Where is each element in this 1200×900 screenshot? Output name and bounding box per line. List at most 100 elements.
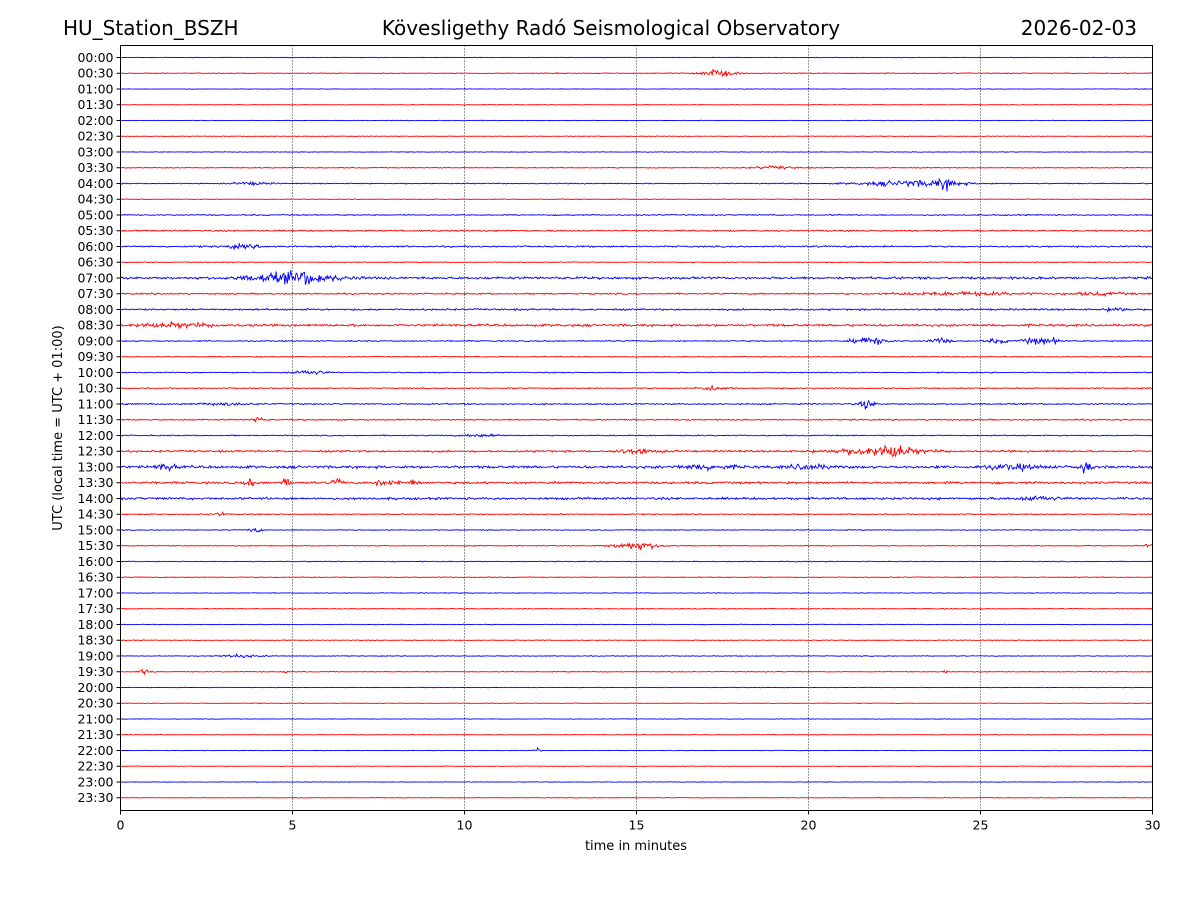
trace-line bbox=[120, 164, 1153, 170]
observatory-title: Kövesligethy Radó Seismological Observat… bbox=[382, 16, 840, 40]
y-tick-label: 01:00 bbox=[77, 81, 113, 96]
vertical-gridlines bbox=[292, 45, 981, 811]
plot-frame bbox=[120, 45, 1153, 811]
trace-line bbox=[120, 306, 1153, 313]
y-tick-label: 17:30 bbox=[77, 601, 113, 616]
trace-line bbox=[120, 384, 1153, 391]
y-tick-label: 10:00 bbox=[77, 365, 113, 380]
y-tick-label: 20:30 bbox=[77, 696, 113, 711]
trace-line bbox=[120, 639, 1153, 642]
x-tick-label: 10 bbox=[457, 818, 473, 833]
trace-line bbox=[120, 177, 1153, 192]
trace-line bbox=[120, 433, 1153, 438]
y-tick-label: 17:00 bbox=[77, 585, 113, 600]
trace-line bbox=[120, 370, 1153, 376]
y-tick-label: 06:00 bbox=[77, 239, 113, 254]
trace-line bbox=[120, 355, 1153, 358]
y-tick-label: 09:00 bbox=[77, 333, 113, 348]
date-title: 2026-02-03 bbox=[1021, 16, 1137, 40]
y-tick-label: 02:30 bbox=[77, 129, 113, 144]
trace-line bbox=[120, 781, 1153, 783]
trace-line bbox=[120, 270, 1153, 285]
trace-line bbox=[120, 527, 1153, 533]
y-tick-label: 07:00 bbox=[77, 270, 113, 285]
y-tick-label: 07:30 bbox=[77, 286, 113, 301]
y-tick-label: 16:00 bbox=[77, 554, 113, 569]
y-tick-label: 20:00 bbox=[77, 680, 113, 695]
y-tick-label: 22:30 bbox=[77, 759, 113, 774]
trace-line bbox=[120, 652, 1153, 659]
trace-line bbox=[120, 623, 1153, 626]
x-tick-label: 0 bbox=[117, 818, 125, 833]
trace-line bbox=[120, 746, 1153, 752]
y-tick-label: 19:00 bbox=[77, 648, 113, 663]
trace-line bbox=[120, 765, 1153, 768]
trace-line bbox=[120, 198, 1153, 201]
x-tick-label: 20 bbox=[801, 818, 817, 833]
trace-line bbox=[120, 399, 1153, 410]
y-tick-label: 13:00 bbox=[77, 459, 113, 474]
y-tick-label: 11:30 bbox=[77, 412, 113, 427]
y-tick-label: 06:30 bbox=[77, 255, 113, 270]
y-tick-label: 01:30 bbox=[77, 97, 113, 112]
trace-line bbox=[120, 336, 1153, 346]
y-tick-label: 08:00 bbox=[77, 302, 113, 317]
trace-line bbox=[120, 290, 1153, 298]
trace-line bbox=[120, 733, 1153, 736]
trace-line bbox=[120, 68, 1153, 77]
seismic-traces bbox=[120, 56, 1153, 799]
x-axis-label: time in minutes bbox=[585, 839, 687, 854]
y-tick-label: 16:30 bbox=[77, 570, 113, 585]
y-tick-label: 08:30 bbox=[77, 318, 113, 333]
y-tick-label: 11:00 bbox=[77, 396, 113, 411]
trace-line bbox=[120, 560, 1153, 563]
y-tick-label: 23:30 bbox=[77, 790, 113, 805]
trace-line bbox=[120, 213, 1153, 217]
trace-line bbox=[120, 103, 1153, 106]
y-tick-label: 03:30 bbox=[77, 160, 113, 175]
y-tick-label: 14:30 bbox=[77, 507, 113, 522]
trace-line bbox=[120, 119, 1153, 122]
trace-line bbox=[120, 477, 1153, 487]
trace-line bbox=[120, 88, 1153, 90]
trace-line bbox=[120, 718, 1153, 720]
y-tick-label: 21:00 bbox=[77, 711, 113, 726]
trace-line bbox=[120, 592, 1153, 594]
y-tick-label: 03:00 bbox=[77, 144, 113, 159]
trace-line bbox=[120, 668, 1153, 676]
trace-line bbox=[120, 261, 1153, 264]
trace-line bbox=[120, 416, 1153, 423]
trace-line bbox=[120, 151, 1153, 153]
y-tick-label: 12:00 bbox=[77, 428, 113, 443]
trace-line bbox=[120, 686, 1153, 689]
y-tick-label: 02:00 bbox=[77, 113, 113, 128]
trace-line bbox=[120, 607, 1153, 610]
trace-line bbox=[120, 56, 1153, 59]
y-tick-label: 00:30 bbox=[77, 66, 113, 81]
y-tick-label: 09:30 bbox=[77, 349, 113, 364]
y-axis-ticks: 00:0000:3001:0001:3002:0002:3003:0003:30… bbox=[77, 50, 121, 805]
y-tick-label: 18:30 bbox=[77, 633, 113, 648]
trace-line bbox=[120, 135, 1153, 138]
trace-line bbox=[120, 542, 1153, 551]
y-tick-label: 18:00 bbox=[77, 617, 113, 632]
y-tick-label: 15:00 bbox=[77, 522, 113, 537]
y-tick-label: 13:30 bbox=[77, 475, 113, 490]
x-tick-label: 30 bbox=[1145, 818, 1161, 833]
y-tick-label: 19:30 bbox=[77, 664, 113, 679]
station-title: HU_Station_BSZH bbox=[63, 16, 239, 40]
y-tick-label: 04:00 bbox=[77, 176, 113, 191]
x-tick-label: 5 bbox=[289, 818, 297, 833]
y-tick-label: 14:00 bbox=[77, 491, 113, 506]
trace-line bbox=[120, 242, 1153, 251]
x-tick-label: 25 bbox=[973, 818, 989, 833]
y-axis-label: UTC (local time = UTC + 01:00) bbox=[51, 325, 66, 530]
y-tick-label: 12:30 bbox=[77, 444, 113, 459]
y-tick-label: 23:00 bbox=[77, 774, 113, 789]
y-tick-label: 05:30 bbox=[77, 223, 113, 238]
trace-line bbox=[120, 576, 1153, 579]
trace-line bbox=[120, 495, 1153, 502]
y-tick-label: 05:00 bbox=[77, 207, 113, 222]
y-tick-label: 04:30 bbox=[77, 192, 113, 207]
trace-line bbox=[120, 444, 1153, 458]
